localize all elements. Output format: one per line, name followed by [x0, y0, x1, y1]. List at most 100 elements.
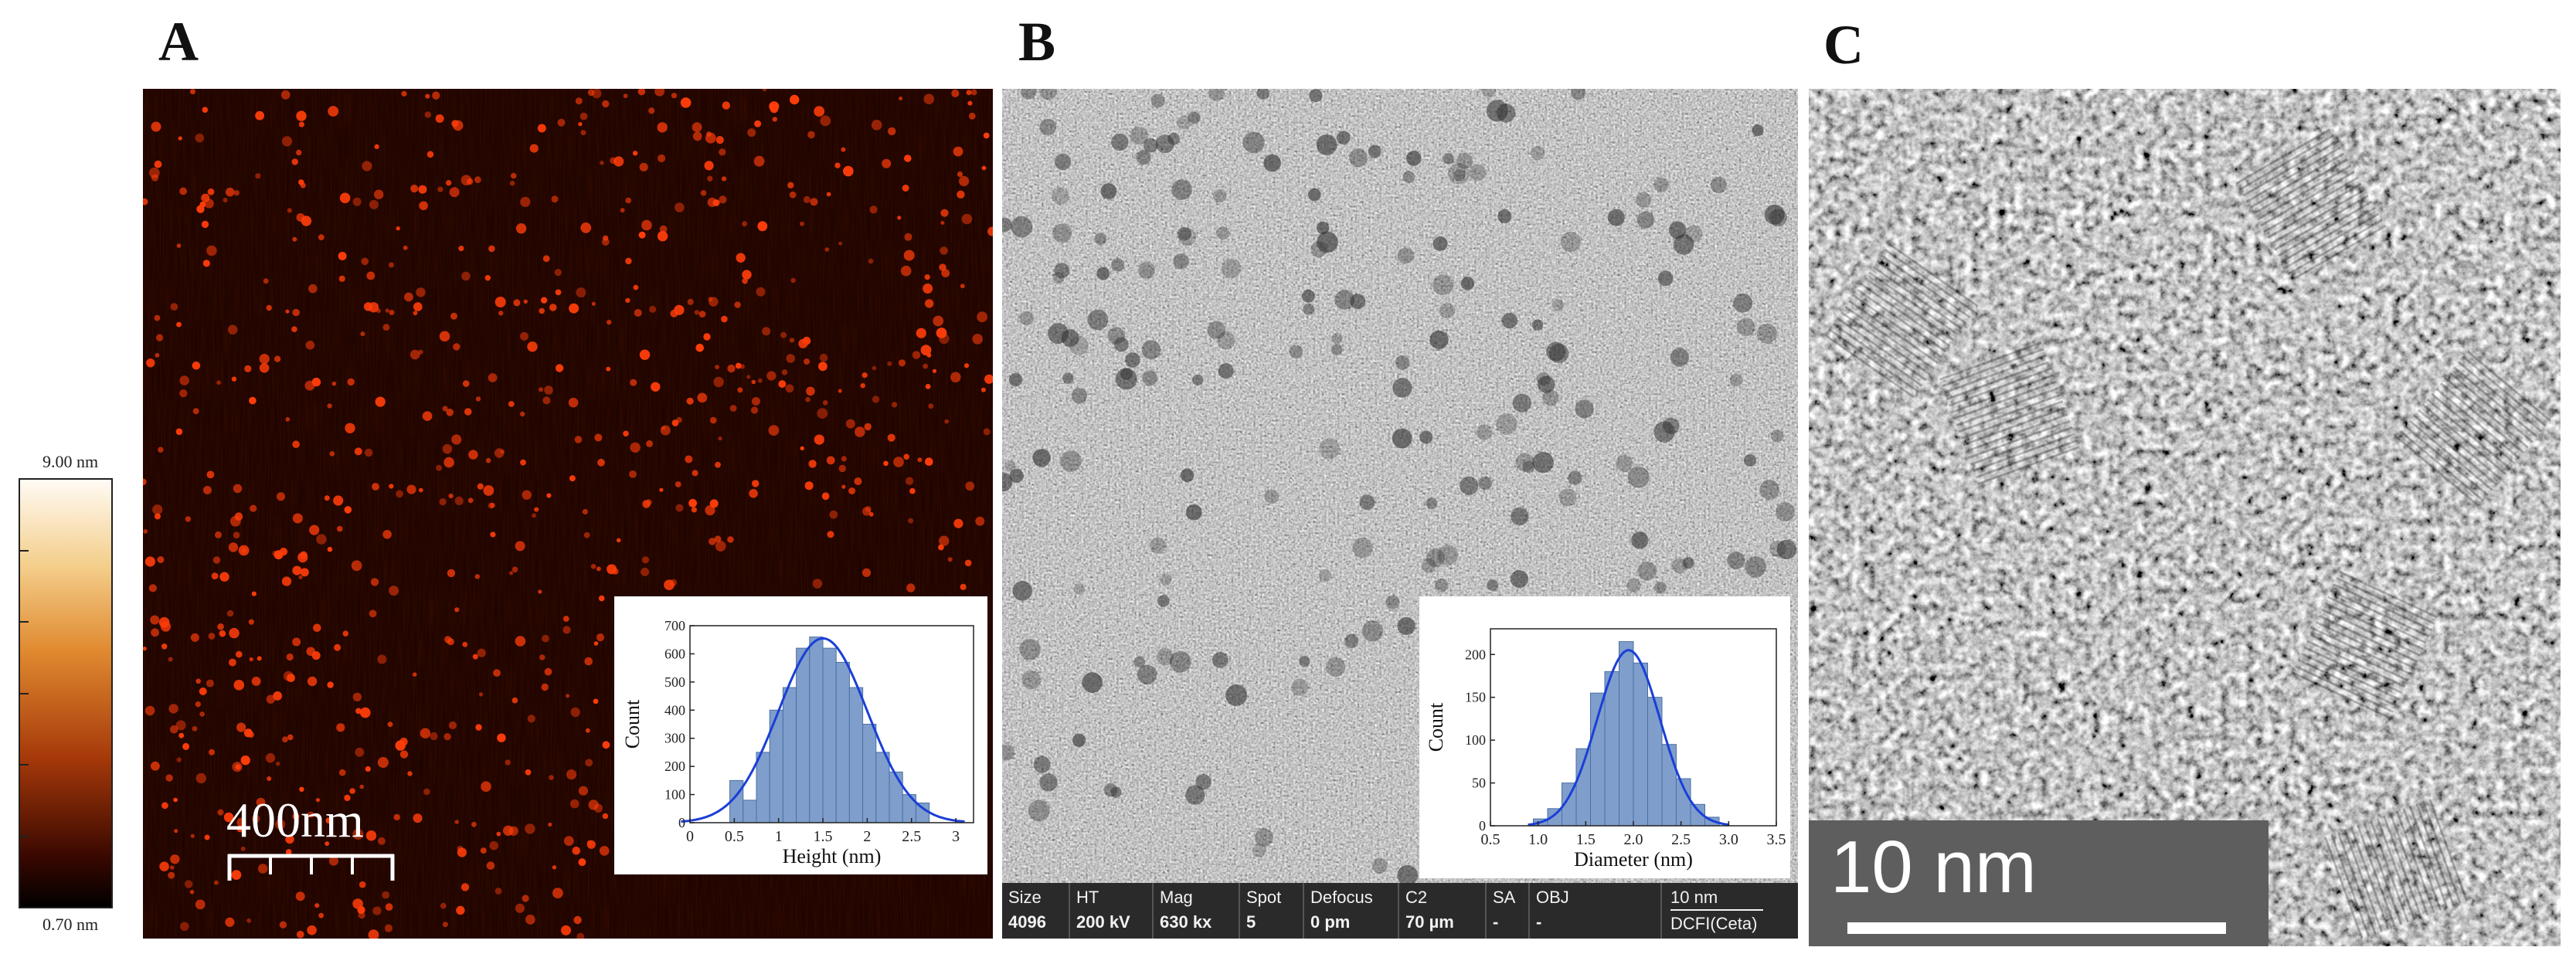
tem-nanoparticle: [1221, 258, 1242, 279]
afm-particle: [598, 595, 605, 602]
lattice-fringe: [2291, 225, 2387, 281]
x-tick-label: 1.5: [814, 828, 833, 845]
tem-nanoparticle: [1032, 449, 1051, 467]
afm-particle: [549, 775, 554, 780]
hrtem-scale-box: 10 nm: [1809, 820, 2268, 946]
tem-info-field-value: -: [1493, 912, 1499, 932]
afm-particle: [568, 397, 579, 408]
tem-nanoparticle: [1575, 399, 1594, 419]
tem-nanoparticle: [1546, 341, 1566, 362]
lattice-fringe: [2458, 361, 2543, 433]
afm-particle: [351, 560, 362, 572]
afm-particle: [475, 724, 482, 731]
afm-particle: [810, 198, 818, 206]
tem-nanoparticle: [1100, 183, 1117, 199]
tem-nanoparticle: [1336, 131, 1351, 145]
afm-particle: [803, 195, 811, 203]
histogram-bar: [1604, 671, 1619, 827]
afm-particle: [158, 616, 170, 628]
afm-particle: [202, 486, 212, 494]
afm-particle: [787, 182, 794, 188]
lattice-fringe: [1864, 277, 1955, 341]
y-tick-label: 50: [1472, 776, 1486, 791]
histogram-bar: [848, 687, 864, 823]
afm-particle: [451, 434, 462, 445]
afm-particle: [489, 840, 498, 850]
afm-particle: [554, 269, 562, 277]
lattice-fringe: [2350, 827, 2390, 930]
afm-particle: [845, 419, 855, 429]
afm-particle: [511, 566, 518, 573]
afm-particle: [869, 205, 878, 214]
afm-particle: [649, 305, 657, 313]
afm-particle: [173, 797, 178, 803]
afm-particle: [734, 301, 741, 308]
afm-particle: [313, 623, 321, 633]
lattice-fringe: [1840, 311, 1931, 375]
afm-particle: [157, 556, 165, 563]
afm-particle: [753, 155, 765, 167]
lattice-fringe: [1876, 260, 1967, 324]
tem-nanoparticle: [1110, 786, 1122, 798]
afm-particle: [555, 364, 564, 372]
afm-particle: [770, 104, 779, 114]
tem-nanoparticle: [1352, 537, 1373, 558]
tem-info-field: SA -: [1487, 883, 1530, 939]
lattice-fringe: [2421, 801, 2462, 904]
y-tick-label: 700: [664, 618, 685, 633]
tem-nanoparticle: [1002, 744, 1015, 761]
afm-particle: [785, 384, 794, 393]
lattice-fringe: [1953, 380, 2057, 420]
afm-particle: [596, 633, 605, 642]
afm-particle: [687, 298, 694, 305]
afm-particle: [641, 567, 650, 576]
afm-particle: [342, 630, 349, 637]
afm-particle: [904, 154, 912, 162]
tem-nanoparticle: [1653, 421, 1675, 443]
afm-particle: [275, 761, 280, 766]
afm-particle: [582, 508, 589, 515]
tem-nanoparticle: [1486, 100, 1508, 122]
afm-particle: [403, 245, 408, 250]
afm-particle: [593, 698, 599, 704]
tem-nanoparticle: [1310, 241, 1327, 258]
afm-particle: [219, 630, 226, 637]
tem-nanoparticle: [1672, 558, 1687, 574]
tem-nanoparticle: [1072, 733, 1086, 748]
panel-label-c: C: [1823, 14, 1864, 76]
tem-nanoparticle: [1087, 309, 1109, 331]
afm-particle: [318, 234, 325, 241]
tem-nanoparticle: [1002, 472, 1013, 492]
afm-particle: [638, 231, 646, 239]
afm-particle: [234, 512, 243, 521]
afm-particle: [500, 449, 505, 454]
afm-particle: [251, 591, 257, 596]
afm-particle: [511, 697, 518, 704]
afm-particle: [625, 297, 630, 304]
afm-particle: [478, 692, 484, 697]
afm-particle: [591, 301, 596, 306]
afm-particle: [527, 715, 535, 723]
afm-particle: [592, 89, 602, 99]
afm-particle: [965, 481, 975, 491]
panel-label-b: B: [1018, 11, 1056, 73]
afm-particle: [385, 903, 393, 911]
afm-particle: [190, 89, 195, 95]
lattice-fringe: [1832, 322, 1923, 387]
afm-particle: [176, 243, 182, 248]
lattice-fringe: [2449, 372, 2534, 443]
tem-nanoparticle: [1551, 299, 1565, 311]
tem-nanoparticle: [1469, 164, 1487, 182]
afm-particle: [630, 379, 637, 386]
tem-nanoparticle: [1349, 148, 1368, 168]
afm-particle: [357, 905, 365, 915]
lattice-fringe: [2389, 813, 2429, 916]
histogram-bar: [889, 771, 903, 823]
afm-particle: [328, 106, 339, 117]
tem-nanoparticle: [1302, 289, 1315, 303]
afm-particle: [336, 723, 345, 732]
afm-particle: [325, 817, 332, 823]
y-tick-label: 0: [1479, 818, 1486, 833]
afm-particle: [446, 180, 452, 186]
afm-particle: [233, 531, 240, 538]
